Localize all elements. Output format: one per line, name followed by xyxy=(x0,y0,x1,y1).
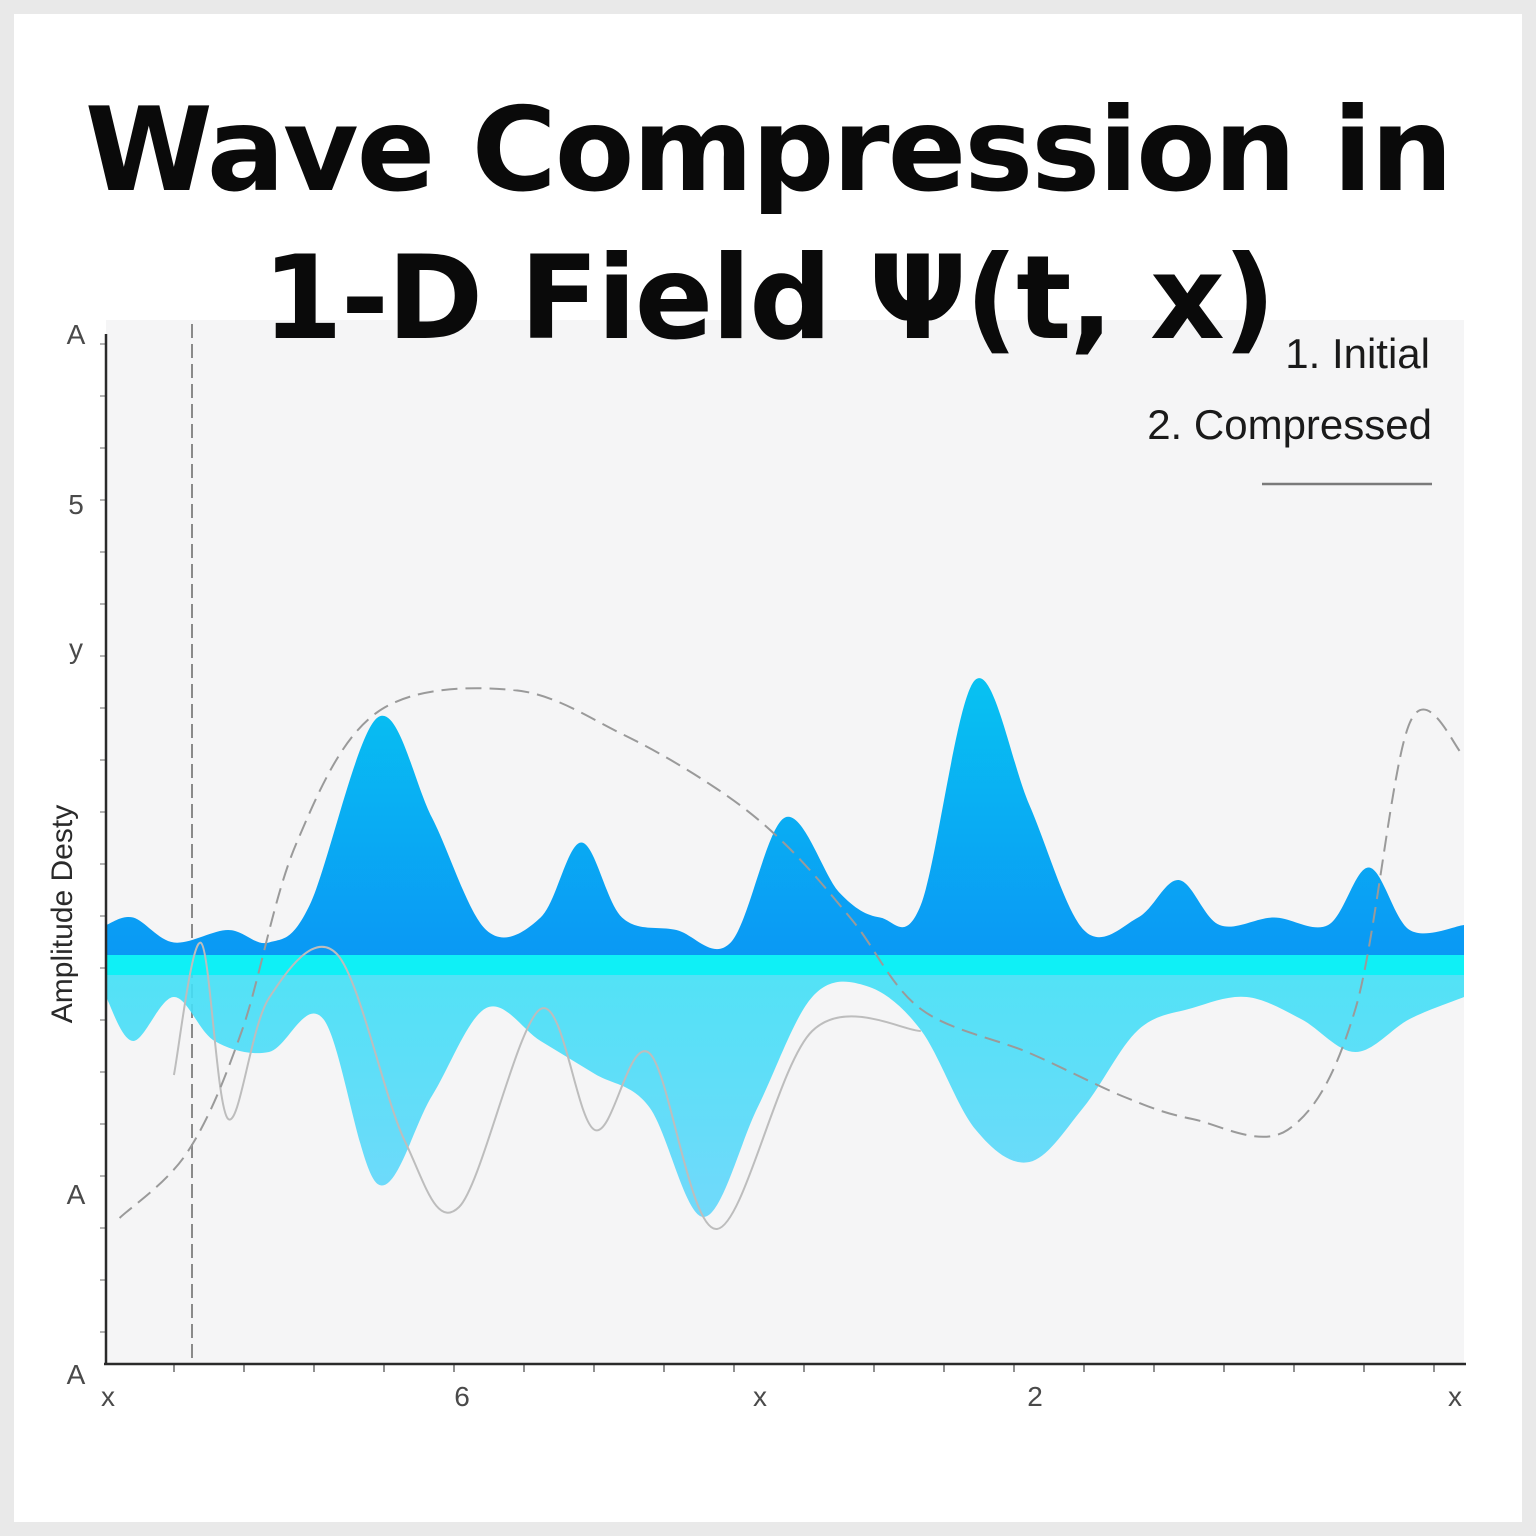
upper-wave-area xyxy=(106,678,1464,965)
y-tick-label: A xyxy=(67,1359,86,1390)
x-tick-label: 2 xyxy=(1027,1381,1043,1412)
x-tick-label: x xyxy=(753,1381,767,1412)
legend-item-compressed: 2. Compressed xyxy=(1147,401,1432,448)
chart-title-line-1: Wave Compression in xyxy=(85,83,1451,218)
y-axis-label: Amplitude Desty xyxy=(46,805,79,1023)
x-tick-labels: x 6 x 2 x xyxy=(101,1381,1462,1412)
x-tick-label: x xyxy=(101,1381,115,1412)
lower-wave-area xyxy=(106,965,1464,1217)
y-tick-label: y xyxy=(69,633,83,664)
baseline-band xyxy=(106,955,1464,975)
series-layer xyxy=(106,678,1465,1231)
chart-frame: A 5 y A A x 6 x 2 x Amplitude Desty 1. Initial 2… xyxy=(14,14,1522,1522)
chart-title-line-2: 1-D Field Ψ(t, x) xyxy=(262,231,1274,366)
y-tick-label: 5 xyxy=(68,489,84,520)
thin-overlay-line xyxy=(172,941,921,1231)
dashed-overlay-line xyxy=(118,687,1465,1219)
y-tick-label: A xyxy=(67,319,86,350)
y-tick-label: A xyxy=(67,1179,86,1210)
x-tick-label: 6 xyxy=(454,1381,470,1412)
chart-svg: A 5 y A A x 6 x 2 x Amplitude Desty 1. Initial 2… xyxy=(46,83,1466,1412)
x-tick-label: x xyxy=(1448,1381,1462,1412)
legend-item-initial: 1. Initial xyxy=(1285,330,1430,377)
y-tick-labels: A 5 y A A xyxy=(67,319,86,1390)
